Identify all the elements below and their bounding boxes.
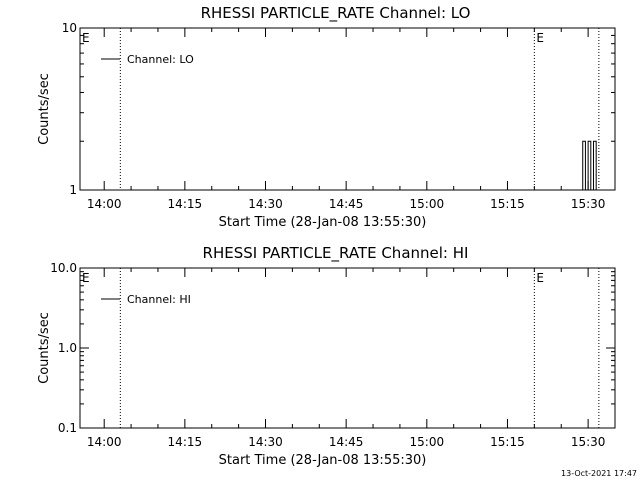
edge-marker-label: E (82, 31, 90, 45)
x-tick-label: 14:45 (329, 435, 364, 449)
legend-label: Channel: LO (127, 53, 194, 66)
chart-title: RHESSI PARTICLE_RATE Channel: LO (201, 4, 471, 23)
generation-timestamp: 13-Oct-2021 17:47 (561, 469, 637, 478)
x-tick-label: 15:30 (571, 435, 606, 449)
x-tick-label: 14:30 (248, 435, 283, 449)
legend-label: Channel: HI (127, 293, 191, 306)
y-tick-label: 1.0 (58, 341, 77, 355)
y-tick-label: 10.0 (50, 261, 77, 275)
time-marker-label: E (536, 271, 544, 285)
y-tick-label: 10 (62, 21, 77, 35)
x-axis-label: Start Time (28-Jan-08 13:55:30) (219, 453, 427, 468)
time-marker-label: E (536, 31, 544, 45)
x-tick-label: 15:30 (571, 197, 606, 211)
y-tick-label: 0.1 (58, 421, 77, 435)
x-tick-label: 15:00 (410, 197, 445, 211)
plot-frame (79, 27, 616, 191)
x-tick-label: 14:15 (168, 435, 203, 449)
chart-title: RHESSI PARTICLE_RATE Channel: HI (203, 244, 469, 263)
x-tick-label: 14:45 (329, 197, 364, 211)
x-axis-label: Start Time (28-Jan-08 13:55:30) (219, 215, 427, 230)
x-tick-label: 14:00 (87, 197, 122, 211)
x-tick-label: 14:30 (248, 197, 283, 211)
y-axis-label: Counts/sec (37, 73, 52, 145)
data-series-line (582, 140, 599, 191)
x-tick-label: 15:00 (410, 435, 445, 449)
x-tick-label: 15:15 (490, 197, 525, 211)
y-axis-label: Counts/sec (37, 312, 52, 384)
x-tick-label: 15:15 (490, 435, 525, 449)
y-tick-label: 1 (69, 183, 77, 197)
x-tick-label: 14:00 (87, 435, 122, 449)
x-tick-label: 14:15 (168, 197, 203, 211)
edge-marker-label: E (82, 271, 90, 285)
